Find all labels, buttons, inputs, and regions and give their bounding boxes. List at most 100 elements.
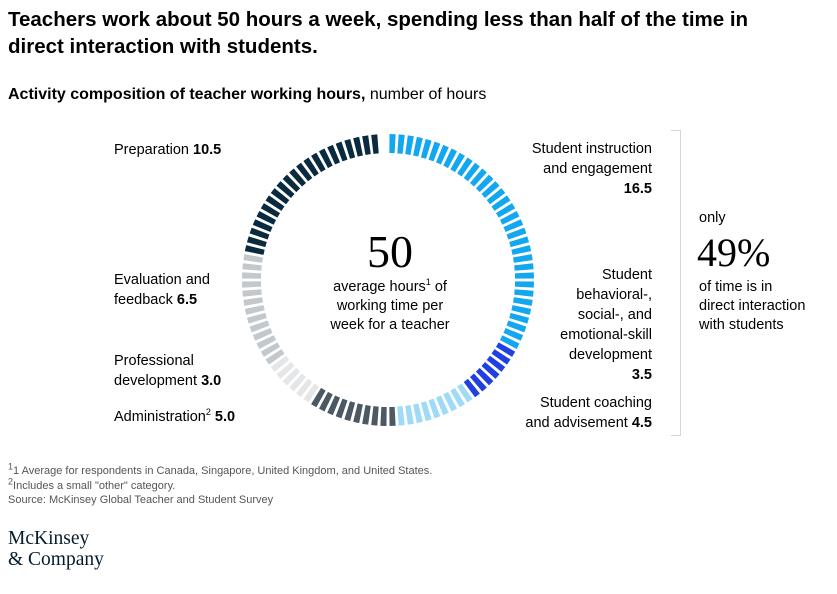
slice-student-behavioral-social-and-emotional-skill-development xyxy=(463,342,516,398)
slice-tick xyxy=(380,406,387,426)
slice-tick xyxy=(499,335,520,349)
slice-tick xyxy=(495,342,516,357)
slice-tick xyxy=(457,157,473,177)
label-evaluation-line1: Evaluation and xyxy=(114,272,210,288)
slice-tick xyxy=(420,401,432,422)
slice-tick xyxy=(405,404,414,425)
slice-tick xyxy=(311,152,326,173)
label-evaluation: Evaluation and feedback 6.5 xyxy=(114,270,210,310)
slice-tick xyxy=(265,349,285,365)
slice-tick xyxy=(428,398,441,419)
slice-tick xyxy=(405,135,414,156)
slice-tick xyxy=(243,254,264,263)
label-preparation-name: Preparation xyxy=(114,142,189,158)
slice-tick xyxy=(303,157,319,177)
label-administration-value: 5.0 xyxy=(214,409,236,425)
share-prefix: only xyxy=(699,210,726,226)
subtitle-rest: number of hours xyxy=(365,86,487,103)
slice-tick xyxy=(509,236,530,248)
slice-evaluation-and-feedback xyxy=(242,254,285,365)
center-line1-rest: of xyxy=(430,279,447,295)
label-behavioral-line4: emotional-skill xyxy=(560,327,652,343)
mckinsey-logo: McKinsey & Company xyxy=(8,528,104,570)
slice-tick xyxy=(503,327,524,341)
slice-tick xyxy=(289,168,307,187)
slice-tick xyxy=(371,134,379,154)
slice-tick xyxy=(296,162,313,182)
slice-tick xyxy=(457,383,473,403)
label-instruction-value: 16.5 xyxy=(623,181,652,197)
slice-tick xyxy=(491,195,511,211)
label-behavioral-line2: behavioral-, xyxy=(576,287,652,303)
footnote-2-mark: 2 xyxy=(8,475,14,486)
slice-tick xyxy=(353,136,363,157)
slice-tick xyxy=(506,227,527,240)
slice-tick xyxy=(260,203,281,218)
label-instruction-line2: and engagement xyxy=(543,161,652,177)
direct-interaction-bracket xyxy=(671,130,683,436)
slice-tick xyxy=(389,406,396,426)
label-administration-name: Administration xyxy=(114,409,206,425)
label-coaching-last: and advisement xyxy=(525,415,628,431)
share-value: 49% xyxy=(697,230,771,275)
slice-tick xyxy=(428,141,441,162)
slice-tick xyxy=(463,378,480,398)
slice-tick xyxy=(362,404,371,425)
slice-tick xyxy=(512,254,533,263)
slice-tick xyxy=(389,134,396,154)
slice-tick xyxy=(335,398,348,419)
label-instruction: Student instruction and engagement 16.5 xyxy=(532,139,652,199)
label-behavioral-line3: social-, and xyxy=(577,307,652,323)
slice-tick xyxy=(265,195,285,211)
center-line1: average hours xyxy=(333,279,426,295)
slice-tick xyxy=(242,281,262,288)
slice-tick xyxy=(413,403,423,424)
label-behavioral: Student behavioral-, social-, and emotio… xyxy=(560,265,652,385)
slice-tick xyxy=(256,335,277,349)
slice-tick xyxy=(296,378,313,398)
slice-tick xyxy=(260,342,281,357)
slice-tick xyxy=(249,320,270,333)
share-line1: of time is in xyxy=(699,279,773,295)
slice-tick xyxy=(499,211,520,225)
slice-tick xyxy=(469,168,487,187)
label-behavioral-line1: Student xyxy=(602,267,652,283)
slice-tick xyxy=(335,141,348,162)
slice-tick xyxy=(486,355,506,372)
chart-title: Teachers work about 50 hours a week, spe… xyxy=(8,8,749,58)
slice-tick xyxy=(270,355,290,372)
slice-tick xyxy=(252,327,273,341)
slice-student-instruction-and-engagement xyxy=(389,134,534,349)
slice-tick xyxy=(514,281,534,288)
label-preparation: Preparation 10.5 xyxy=(114,140,221,160)
slice-tick xyxy=(420,138,432,159)
slice-tick xyxy=(319,148,333,169)
slice-student-coaching-and-advisement xyxy=(397,383,473,426)
label-administration: Administration2 5.0 xyxy=(114,407,235,427)
label-behavioral-value: 3.5 xyxy=(631,367,652,383)
slice-tick xyxy=(243,297,264,306)
source-note: Source: McKinsey Global Teacher and Stud… xyxy=(8,494,274,506)
label-coaching-value: 4.5 xyxy=(631,415,652,431)
share-caption: of time is in direct interaction with st… xyxy=(699,278,829,335)
subtitle-bold: Activity composition of teacher working … xyxy=(8,86,366,103)
chart-subtitle: Activity composition of teacher working … xyxy=(8,86,486,104)
slice-tick xyxy=(443,148,457,169)
share-line3: with students xyxy=(699,317,784,333)
footnote-1: 1 Average for respondents in Canada, Sin… xyxy=(13,465,433,477)
logo-line1: McKinsey xyxy=(8,528,90,549)
slice-tick xyxy=(491,349,511,365)
slice-tick xyxy=(503,219,524,233)
slice-tick xyxy=(242,289,262,297)
slice-tick xyxy=(443,391,457,412)
slice-tick xyxy=(475,367,494,386)
label-evaluation-last: feedback xyxy=(114,292,173,308)
logo-line2: & Company xyxy=(8,549,104,570)
slice-tick xyxy=(344,138,356,159)
slice-tick xyxy=(303,383,319,403)
slice-tick xyxy=(282,174,301,193)
slice-tick xyxy=(242,272,262,279)
slice-tick xyxy=(511,305,532,315)
slice-tick xyxy=(514,289,534,297)
